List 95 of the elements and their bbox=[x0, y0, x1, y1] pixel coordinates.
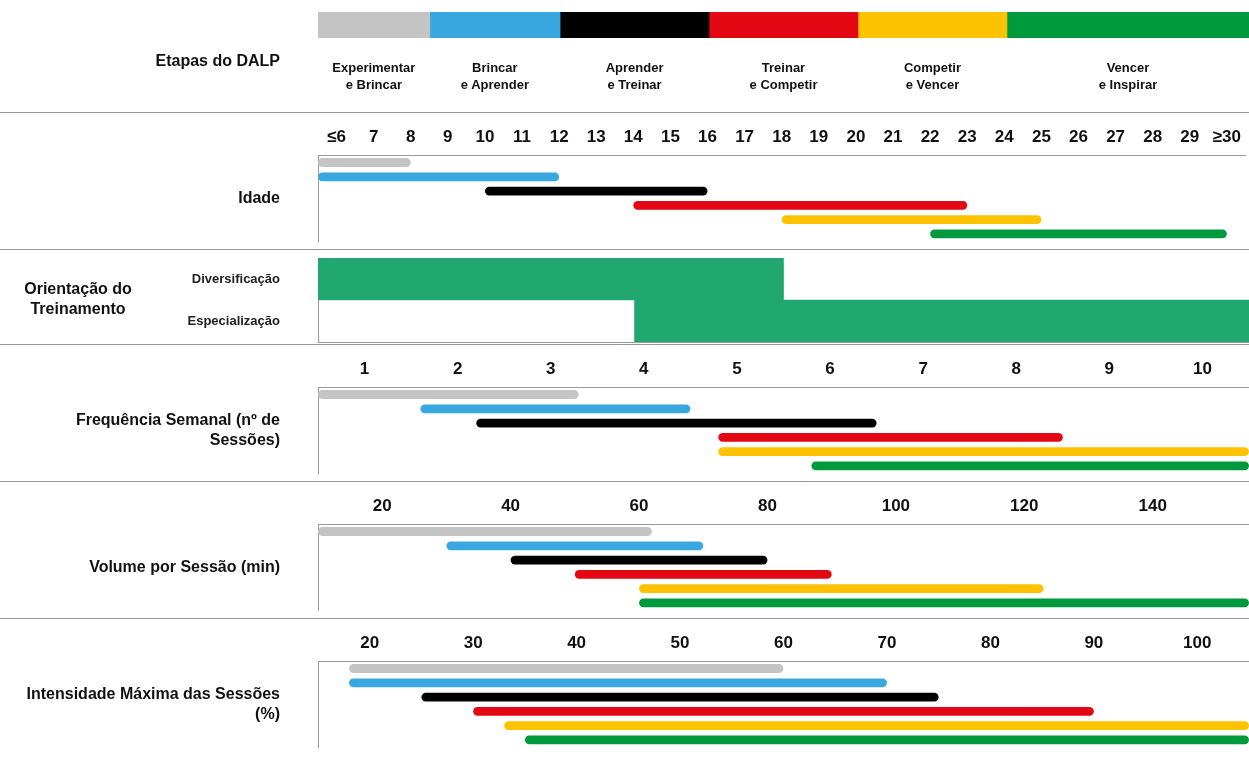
x-tick-label: 90 bbox=[1084, 632, 1104, 652]
bar bbox=[421, 692, 939, 702]
x-tick-label: 80 bbox=[980, 632, 1000, 652]
x-tick-label: 40 bbox=[567, 632, 587, 652]
x-tick-label: 120 bbox=[1010, 495, 1039, 515]
x-tick-label: 23 bbox=[957, 126, 977, 146]
x-tick-label: 4 bbox=[639, 358, 650, 378]
x-tick-label: 21 bbox=[883, 126, 903, 146]
bar bbox=[930, 229, 1227, 239]
x-tick-label: 8 bbox=[1011, 358, 1021, 378]
y-axis-title: Frequência Semanal (nº de Sessões) bbox=[75, 410, 281, 448]
y-tick-label: Diversificação bbox=[191, 270, 281, 286]
bar bbox=[524, 735, 1249, 745]
x-tick-label: 17 bbox=[735, 126, 755, 146]
x-tick-label: 80 bbox=[757, 495, 777, 515]
bar bbox=[559, 12, 710, 38]
bar bbox=[420, 404, 691, 414]
x-tick-label: 30 bbox=[463, 632, 483, 652]
bar bbox=[429, 12, 561, 38]
x-tick-label: 20 bbox=[846, 126, 866, 146]
bar bbox=[708, 12, 859, 38]
y-axis-title: Idade bbox=[238, 188, 281, 206]
x-tick-label: 11 bbox=[513, 126, 532, 146]
x-tick-label: 16 bbox=[698, 126, 717, 146]
bar bbox=[473, 706, 1094, 716]
x-tick-label: 27 bbox=[1106, 126, 1126, 146]
x-tick-label: 3 bbox=[546, 358, 556, 378]
bar bbox=[484, 186, 708, 196]
bar bbox=[781, 215, 1042, 225]
series-label: Brincar e Aprender bbox=[460, 59, 529, 92]
x-tick-label: 140 bbox=[1138, 495, 1167, 515]
series-label: Vencer e Inspirar bbox=[1098, 59, 1158, 92]
y-axis-title: Volume por Sessão (min) bbox=[89, 557, 280, 575]
x-tick-label: 12 bbox=[549, 126, 569, 146]
x-tick-label: 28 bbox=[1143, 126, 1163, 146]
x-tick-label: 8 bbox=[406, 126, 416, 146]
bar bbox=[510, 555, 768, 565]
x-tick-label: 13 bbox=[586, 126, 606, 146]
series-label: Experimentar e Brincar bbox=[332, 59, 416, 92]
x-tick-label: 26 bbox=[1069, 126, 1088, 146]
x-tick-label: 9 bbox=[1104, 358, 1115, 378]
x-tick-label: 19 bbox=[809, 126, 829, 146]
y-axis-title: Intensidade Máxima das Sessões (%) bbox=[26, 684, 281, 722]
x-tick-label: 2 bbox=[452, 358, 463, 378]
bar bbox=[318, 12, 431, 38]
x-tick-label: 20 bbox=[372, 495, 392, 515]
x-tick-label: 5 bbox=[732, 358, 742, 378]
bar bbox=[639, 598, 1249, 608]
series-label: Aprender e Treinar bbox=[605, 59, 664, 92]
x-tick-label: ≥30 bbox=[1212, 126, 1242, 146]
x-tick-label: 60 bbox=[629, 495, 649, 515]
bar bbox=[349, 664, 784, 673]
y-tick-label: Especialização bbox=[187, 312, 281, 328]
series-label: Competir e Vencer bbox=[903, 59, 961, 92]
bar bbox=[504, 721, 1249, 731]
x-tick-label: 15 bbox=[660, 126, 680, 146]
x-tick-label: 24 bbox=[994, 126, 1015, 146]
x-tick-label: 10 bbox=[1192, 358, 1212, 378]
bar bbox=[318, 172, 560, 182]
x-tick-label: 50 bbox=[670, 632, 690, 652]
bar bbox=[318, 527, 652, 536]
x-tick-label: 7 bbox=[918, 358, 928, 378]
x-tick-label: 18 bbox=[772, 126, 792, 146]
x-tick-label: 40 bbox=[501, 495, 521, 515]
bar bbox=[718, 432, 1063, 442]
bar bbox=[476, 418, 877, 428]
bar bbox=[857, 12, 1008, 38]
x-tick-label: 6 bbox=[825, 358, 835, 378]
x-tick-label: 60 bbox=[774, 632, 793, 652]
x-tick-label: 10 bbox=[475, 126, 495, 146]
bar bbox=[349, 678, 887, 688]
x-tick-label: 29 bbox=[1180, 126, 1200, 146]
bar bbox=[1006, 12, 1249, 38]
x-tick-label: 7 bbox=[368, 126, 379, 146]
x-tick-label: ≤6 bbox=[327, 126, 346, 146]
bar bbox=[811, 461, 1249, 471]
bar bbox=[574, 569, 832, 579]
x-tick-label: 20 bbox=[360, 632, 380, 652]
x-tick-label: 22 bbox=[920, 126, 940, 146]
series-label: Treinar e Competir bbox=[749, 59, 818, 92]
x-tick-label: 25 bbox=[1031, 126, 1051, 146]
bar bbox=[718, 447, 1249, 457]
x-tick-label: 70 bbox=[877, 632, 897, 652]
x-tick-label: 9 bbox=[443, 126, 453, 146]
y-axis-title: Orientação do Treinamento bbox=[24, 280, 133, 318]
x-tick-label: 1 bbox=[359, 358, 370, 378]
bar bbox=[639, 584, 1044, 594]
bar bbox=[633, 200, 968, 210]
bar bbox=[446, 541, 704, 551]
x-tick-label: 14 bbox=[623, 126, 644, 146]
x-tick-label: 100 bbox=[881, 495, 911, 515]
bar bbox=[318, 390, 579, 399]
y-axis-title: Etapas do DALP bbox=[155, 52, 281, 70]
x-tick-label: 100 bbox=[1183, 632, 1212, 652]
bar bbox=[318, 158, 411, 167]
